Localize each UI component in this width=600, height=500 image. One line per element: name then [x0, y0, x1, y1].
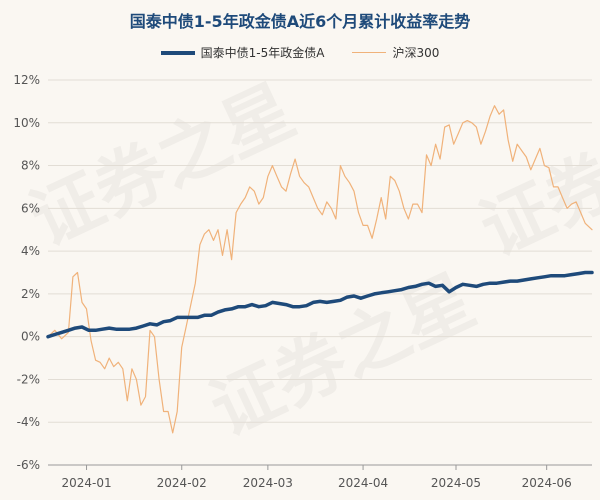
x-tick-label: 2024-02 [157, 476, 207, 490]
x-tick-label: 2024-01 [61, 476, 111, 490]
y-tick-label: 6% [21, 201, 40, 215]
x-tick-label: 2024-06 [522, 476, 572, 490]
y-tick-label: -2% [17, 372, 40, 386]
legend-item-hs300[interactable]: 沪深300 [352, 44, 439, 61]
chart-title: 国泰中债1-5年政金债A近6个月累计收益率走势 [129, 12, 471, 31]
y-tick-label: 0% [21, 330, 40, 344]
x-tick-label: 2024-03 [243, 476, 293, 490]
y-tick-label: 10% [13, 116, 40, 130]
y-tick-label: 4% [21, 244, 40, 258]
legend-item-bond-fund[interactable]: 国泰中债1-5年政金债A [160, 44, 325, 61]
legend-swatch-hs300 [352, 52, 387, 53]
x-tick-label: 2024-04 [338, 476, 388, 490]
y-tick-label: -4% [17, 415, 40, 429]
y-tick-label: 8% [21, 159, 40, 173]
series-line-hs300 [47, 105, 593, 434]
legend-label-bond-fund: 国泰中债1-5年政金债A [200, 46, 325, 60]
x-tick-label: 2024-05 [431, 476, 481, 490]
legend-label-hs300: 沪深300 [392, 46, 440, 60]
legend-swatch-bond-fund [160, 50, 195, 55]
y-tick-label: 2% [21, 287, 40, 301]
y-tick-label: -6% [17, 458, 40, 472]
legend: 国泰中债1-5年政金债A 沪深300 [0, 44, 600, 61]
y-tick-label: 12% [13, 73, 40, 87]
series-line-bond-fund [46, 270, 594, 339]
